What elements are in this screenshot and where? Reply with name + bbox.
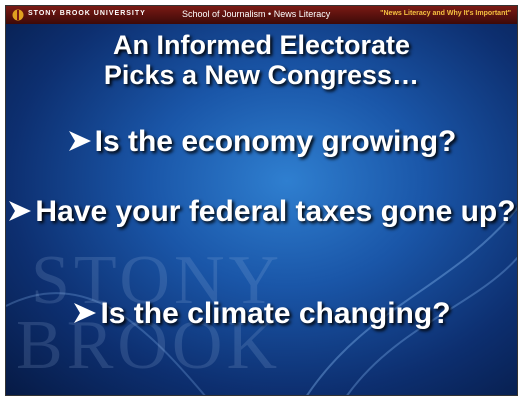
title-line: An Informed Electorate	[6, 30, 517, 60]
bullet-text: Is the economy growing?	[95, 125, 457, 158]
bullet: Have your federal taxes gone up?	[6, 196, 517, 228]
bullet: Is the economy growing?	[6, 126, 517, 158]
university-name: STONY BROOK UNIVERSITY	[28, 10, 146, 17]
bullet: Is the climate changing?	[6, 298, 517, 330]
lecture-title: "News Literacy and Why It's Important"	[380, 10, 511, 17]
logo	[12, 9, 24, 21]
slide: STONY BROOK STONY BROOK UNIVERSITY Schoo…	[5, 5, 518, 396]
bullet-text: Have your federal taxes gone up?	[35, 195, 515, 228]
header-bar: STONY BROOK UNIVERSITY School of Journal…	[6, 6, 517, 24]
title-line: Picks a New Congress…	[6, 60, 517, 90]
course-name: School of Journalism • News Literacy	[182, 9, 330, 19]
arrow-icon	[72, 301, 98, 325]
page: STONY BROOK STONY BROOK UNIVERSITY Schoo…	[0, 0, 523, 401]
arrow-icon	[67, 129, 93, 153]
arrow-icon	[7, 199, 33, 223]
bullet-text: Is the climate changing?	[100, 297, 450, 330]
